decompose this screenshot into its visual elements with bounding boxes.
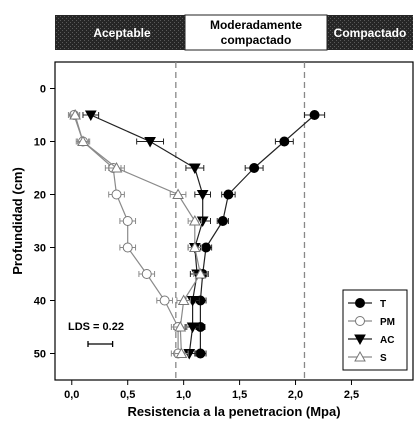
data-point-AC bbox=[196, 190, 209, 201]
x-axis-label: Resistencia a la penetracion (Mpa) bbox=[127, 404, 340, 419]
data-point-S bbox=[188, 241, 201, 252]
y-tick-label: 40 bbox=[34, 296, 46, 308]
x-tick-label: 0,5 bbox=[120, 389, 135, 401]
data-series bbox=[67, 108, 326, 360]
data-point-PM bbox=[141, 269, 152, 279]
data-point-S bbox=[177, 294, 190, 305]
y-tick-label: 30 bbox=[34, 243, 46, 255]
legend-label-T: T bbox=[380, 299, 386, 310]
y-tick-label: 50 bbox=[34, 349, 46, 361]
data-point-AC bbox=[144, 137, 156, 148]
legend-label-S: S bbox=[380, 353, 387, 364]
data-point-PM bbox=[122, 216, 133, 226]
lds-annotation: LDS = 0.22 bbox=[68, 321, 124, 347]
category-bands: Aceptable Moderadamente compactado Compa… bbox=[55, 14, 413, 51]
data-point-S bbox=[69, 108, 81, 120]
data-point-PM bbox=[122, 242, 133, 253]
series-line-AC bbox=[90, 114, 204, 354]
data-point-S bbox=[172, 188, 184, 199]
x-tick-label: 2,0 bbox=[288, 389, 303, 401]
x-tick-label: 2,5 bbox=[344, 389, 359, 401]
data-point-S bbox=[194, 267, 207, 279]
legend-label-PM: PM bbox=[380, 317, 395, 328]
data-point-AC bbox=[188, 163, 201, 175]
band-aceptable-label: Aceptable bbox=[93, 26, 151, 40]
band-moderadamente-label: Moderadamente bbox=[210, 18, 302, 32]
data-point-PM bbox=[111, 189, 122, 200]
data-point-AC bbox=[186, 322, 199, 334]
data-point-S bbox=[77, 135, 89, 146]
data-point-S bbox=[174, 320, 187, 332]
data-point-T bbox=[249, 163, 260, 173]
legend-marker-S bbox=[354, 350, 366, 362]
data-point-AC bbox=[84, 110, 97, 122]
data-point-T bbox=[279, 136, 290, 147]
legend-label-AC: AC bbox=[380, 335, 394, 346]
data-point-S bbox=[188, 214, 201, 226]
series-T bbox=[194, 110, 326, 359]
x-tick-label: 1,5 bbox=[232, 389, 247, 401]
legend-box bbox=[342, 289, 408, 371]
data-point-S bbox=[175, 347, 188, 358]
data-point-T bbox=[223, 189, 234, 200]
series-line-PM bbox=[73, 114, 179, 354]
series-S bbox=[69, 108, 208, 358]
data-point-S bbox=[110, 161, 123, 173]
lds-bar bbox=[87, 341, 114, 347]
legend-marker-AC bbox=[354, 334, 366, 346]
lds-label: LDS = 0.22 bbox=[68, 321, 124, 333]
y-tick-label: 10 bbox=[34, 137, 46, 149]
band-compactado-label-line2: compactado bbox=[221, 33, 292, 47]
band-compactado-label: Compactado bbox=[334, 26, 407, 40]
plot-frame bbox=[54, 61, 414, 381]
x-tick-label: 1,0 bbox=[176, 389, 191, 401]
legend-marker-T bbox=[355, 298, 365, 308]
data-point-T bbox=[201, 242, 212, 253]
series-line-S bbox=[74, 114, 202, 354]
legend: T PM AC S bbox=[342, 289, 408, 371]
legend-marker-PM bbox=[355, 316, 365, 326]
data-point-T bbox=[195, 348, 206, 359]
axes: 0,0 0,5 1,0 1,5 2,0 2,5 0 10 20 30 40 50 bbox=[34, 84, 359, 402]
y-axis-label: Profundidad (cm) bbox=[10, 167, 25, 275]
data-point-T bbox=[217, 216, 228, 226]
series-line-T bbox=[199, 114, 315, 354]
band-compactado bbox=[327, 15, 413, 50]
series-AC bbox=[82, 110, 212, 360]
band-aceptable bbox=[55, 15, 185, 50]
y-tick-label: 0 bbox=[40, 84, 46, 96]
data-point-PM bbox=[159, 295, 170, 306]
x-tick-label: 0,0 bbox=[64, 389, 79, 401]
y-tick-label: 20 bbox=[34, 190, 46, 202]
band-moderadamente-compactado bbox=[184, 14, 328, 51]
data-point-T bbox=[309, 110, 320, 120]
